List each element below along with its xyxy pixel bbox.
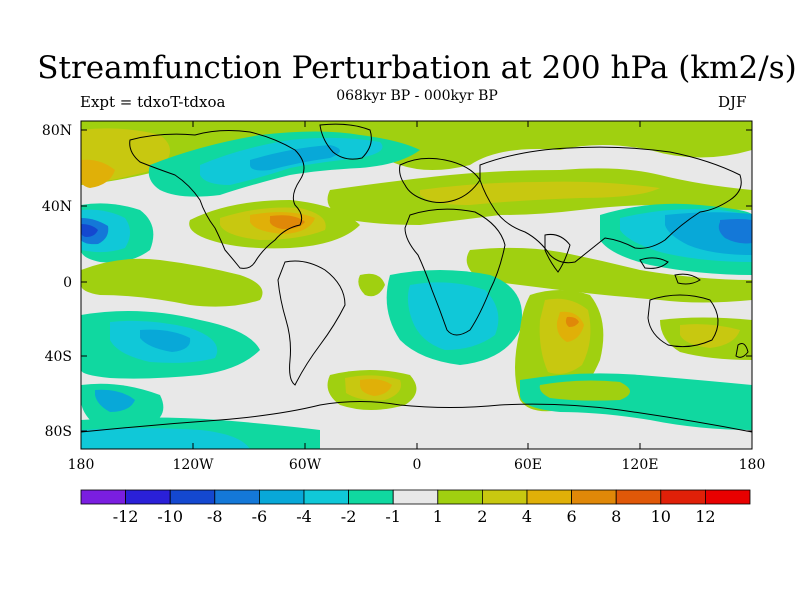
contour-region	[95, 389, 135, 412]
colorbar-swatch	[303, 489, 349, 505]
contour-region	[718, 219, 752, 244]
lon-tick-label: 180	[68, 457, 95, 473]
lon-tick-label: 60E	[514, 457, 542, 473]
contour-region	[358, 273, 385, 297]
contour-region	[360, 379, 392, 396]
colorbar-label: -10	[157, 507, 183, 526]
contour-region	[250, 145, 340, 171]
colorbar-label: 2	[477, 507, 487, 526]
lon-tick-label: 60W	[289, 457, 322, 473]
contour-region	[680, 324, 740, 348]
colorbar-swatch	[392, 489, 439, 505]
colorbar-swatch	[437, 489, 483, 505]
colorbar-label: -12	[113, 507, 139, 526]
colorbar-swatch	[80, 489, 126, 505]
colorbar-swatch	[660, 489, 706, 505]
lon-tick-label: 0	[413, 457, 422, 473]
lon-tick-label: 120W	[172, 457, 214, 473]
contour-region	[407, 282, 499, 350]
colorbar-swatch	[348, 489, 394, 505]
contour-region	[81, 159, 115, 188]
colorbar-label: 4	[522, 507, 532, 526]
colorbar-label: 8	[611, 507, 621, 526]
colorbar-swatch	[705, 489, 751, 505]
lat-tick-label: 40N	[42, 199, 72, 215]
colorbar-swatch	[214, 489, 260, 505]
colorbar-label: 12	[695, 507, 715, 526]
contour-region	[81, 258, 263, 307]
lat-tick-label: 40S	[45, 349, 72, 365]
colorbar-label: -2	[341, 507, 357, 526]
lat-tick-label: 80S	[45, 424, 72, 440]
page-title: Streamfunction Perturbation at 200 hPa (…	[37, 50, 797, 86]
contour-region	[140, 329, 191, 352]
contour-region	[565, 316, 579, 327]
contour-region	[420, 181, 660, 205]
colorbar-label: -8	[207, 507, 223, 526]
experiment-label: Expt = tdxoT-tdxoa	[80, 93, 226, 111]
colorbar-swatch	[615, 489, 662, 505]
colorbar-swatch	[258, 489, 305, 505]
colorbar-swatch	[526, 489, 572, 505]
colorbar: -12 -10 -8 -6 -4 -2 -1 1 2 4 6 8 10 12	[80, 489, 751, 526]
lat-tick-label: 0	[63, 275, 72, 291]
lon-tick-label: 180	[739, 457, 766, 473]
colorbar-label: -4	[296, 507, 312, 526]
colorbar-swatch	[169, 489, 216, 505]
colorbar-swatch	[125, 489, 171, 505]
colorbar-label: -1	[385, 507, 401, 526]
lat-tick-label: 80N	[42, 123, 72, 139]
colorbar-swatch	[481, 489, 528, 505]
page-subtitle: 068kyr BP - 000kyr BP	[336, 88, 498, 104]
contour-region	[466, 247, 752, 303]
season-label: DJF	[718, 93, 747, 111]
tick-marks	[80, 121, 753, 449]
contour-region	[81, 224, 98, 237]
contour-region	[81, 428, 250, 449]
contour-field	[81, 121, 752, 449]
colorbar-label: 6	[567, 507, 577, 526]
colorbar-label: -6	[252, 507, 268, 526]
contour-region	[539, 380, 630, 401]
colorbar-label: 10	[651, 507, 671, 526]
lon-tick-label: 120E	[622, 457, 659, 473]
colorbar-swatch	[571, 489, 617, 505]
colorbar-label: 1	[433, 507, 443, 526]
coastlines	[81, 123, 752, 433]
